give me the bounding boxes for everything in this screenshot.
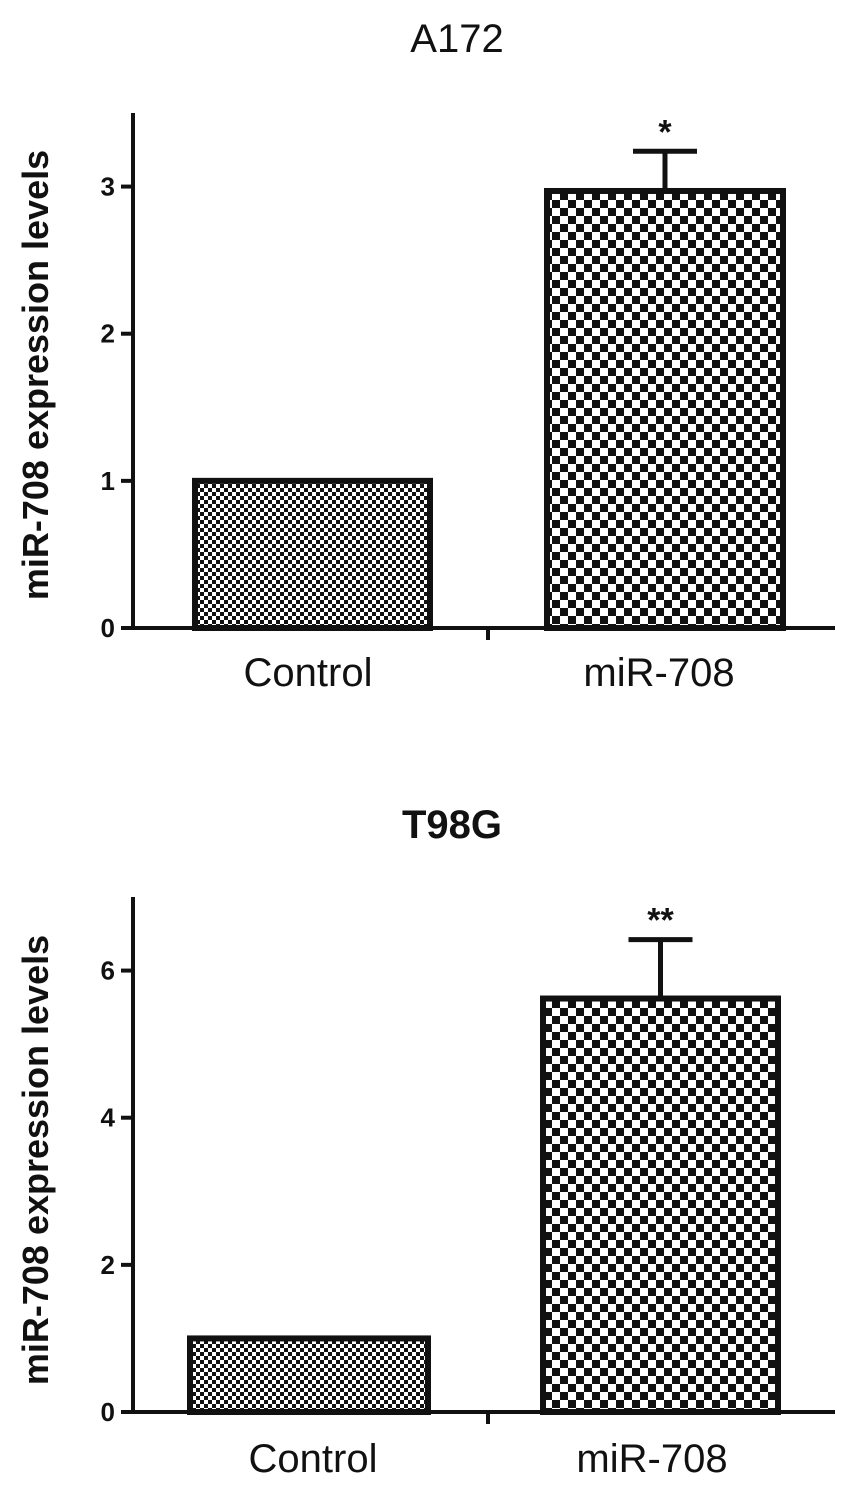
y-tick-label: 3 [101, 172, 115, 202]
y-tick-label: 0 [101, 613, 115, 643]
category-label-mir708: miR-708 [583, 651, 734, 695]
bar-control [192, 477, 433, 631]
significance-marker: ** [647, 902, 674, 940]
bar-control [187, 1335, 431, 1416]
y-tick-label: 4 [101, 1103, 116, 1133]
chart-panel-a172: A172 miR-708 expression levels Control m… [15, 17, 835, 695]
chart-title: A172 [410, 17, 503, 61]
bar-mir708 [544, 187, 786, 631]
category-label-control: Control [244, 651, 373, 695]
y-tick-label: 2 [101, 319, 115, 349]
chart-panel-t98g: T98G miR-708 expression levels Control m… [15, 803, 835, 1481]
y-tick-label: 2 [101, 1250, 115, 1280]
y-axis-label: miR-708 expression levels [15, 935, 56, 1385]
y-tick-label: 6 [101, 956, 115, 986]
chart-title: T98G [402, 803, 502, 847]
bar-mir708 [540, 995, 781, 1415]
category-label-control: Control [249, 1437, 378, 1481]
y-tick-label: 0 [101, 1397, 115, 1427]
category-label-mir708: miR-708 [576, 1437, 727, 1481]
y-axis-label: miR-708 expression levels [15, 150, 56, 600]
significance-marker: * [658, 113, 672, 151]
y-tick-label: 1 [101, 466, 115, 496]
